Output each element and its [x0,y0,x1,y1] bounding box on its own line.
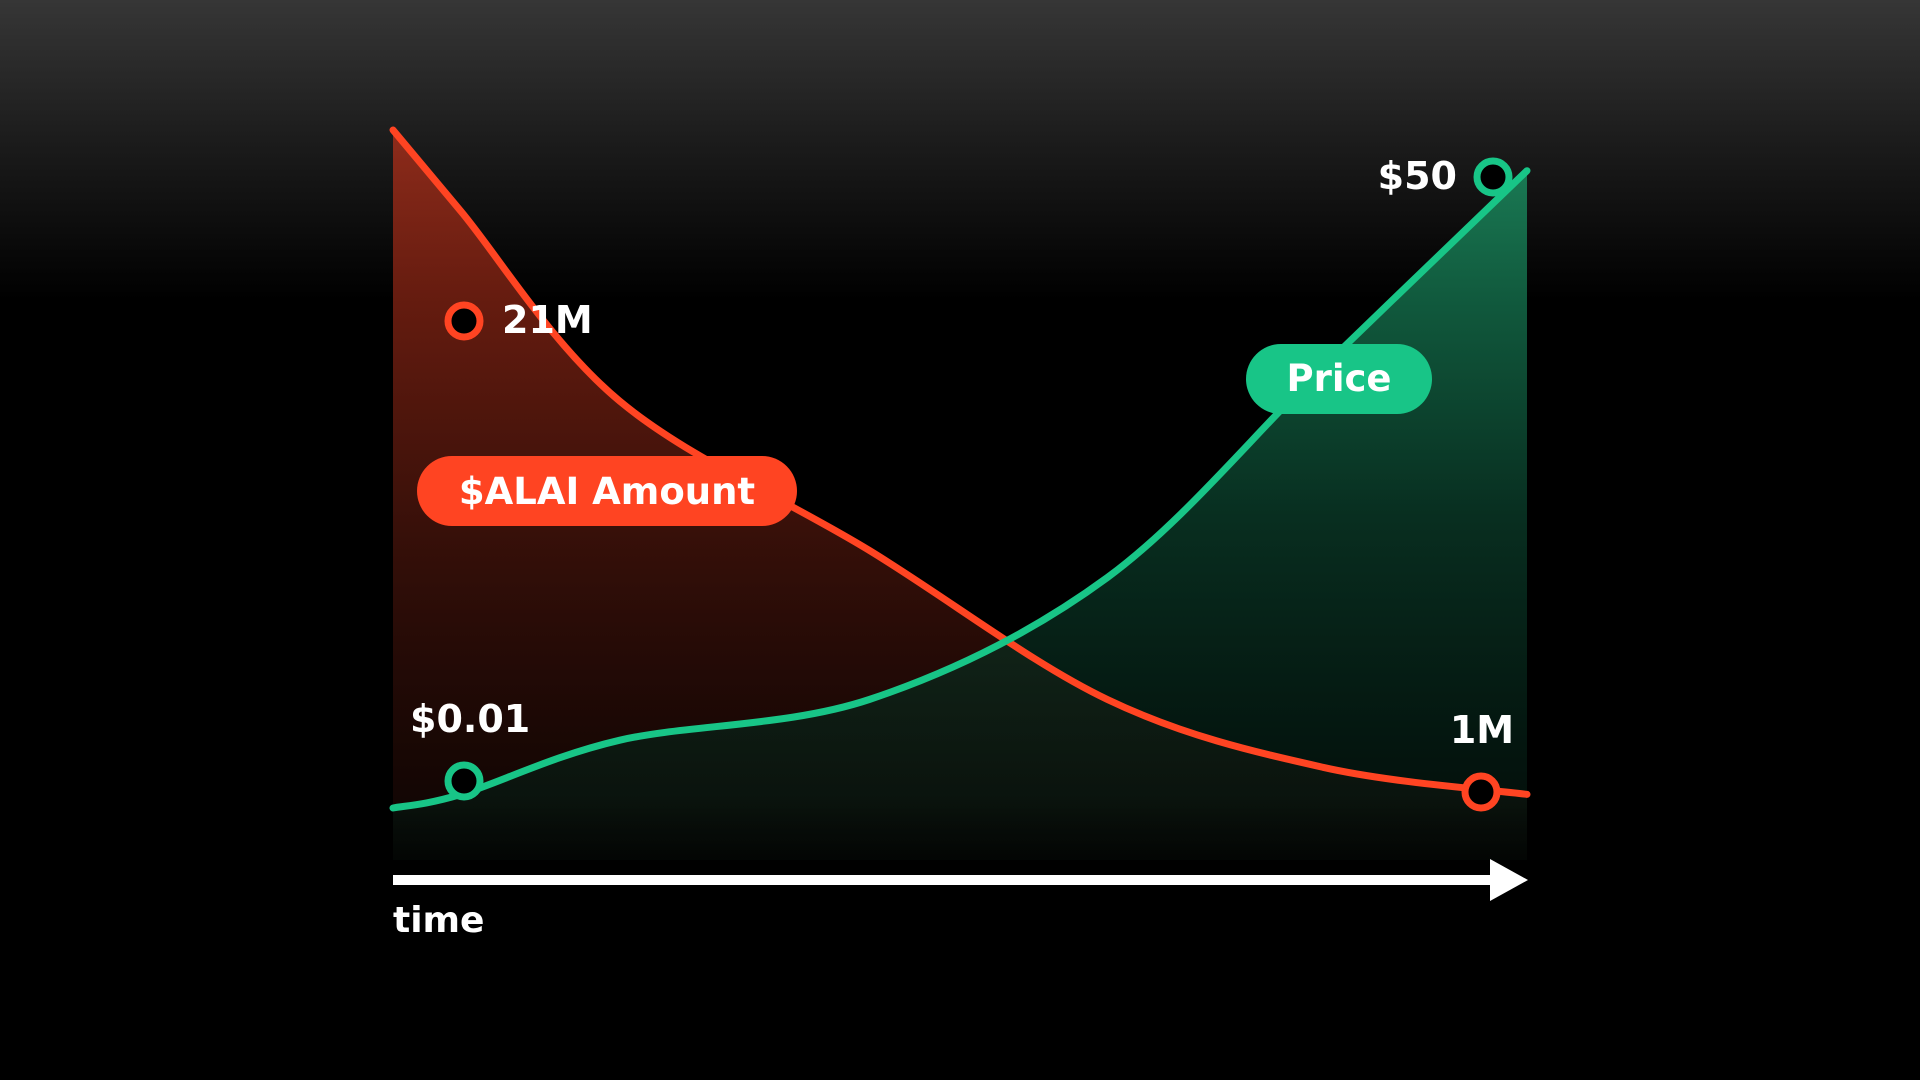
amount-legend-label: $ALAI Amount [459,470,755,513]
bottom-fade [392,800,1527,860]
time-axis: time [393,859,1528,941]
time-axis-label: time [393,900,484,941]
price-end-label: $50 [1378,154,1457,198]
time-axis-arrowhead [1490,859,1528,901]
amount-end-marker [1461,772,1501,812]
price-legend-label: Price [1286,357,1391,400]
amount-start-marker [444,301,484,341]
price-end-marker [1473,157,1513,197]
amount-legend-pill: $ALAI Amount [417,456,797,526]
amount-start-label: 21M [502,298,593,342]
price-start-label: $0.01 [410,697,530,741]
amount-area [393,130,1527,860]
price-area [393,170,1527,860]
amount-end-label: 1M [1450,708,1514,752]
price-start-marker [444,761,484,801]
amount-line [389,126,1531,798]
price-legend-pill: Price [1246,344,1432,414]
